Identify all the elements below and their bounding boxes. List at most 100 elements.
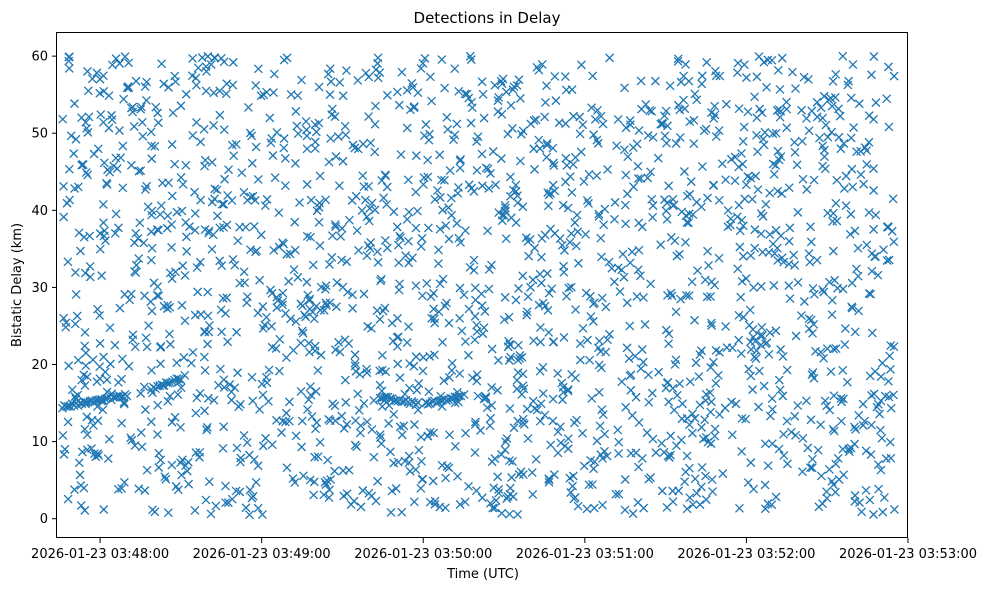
detection-point	[878, 507, 888, 517]
detection-point	[620, 200, 630, 210]
detection-point	[384, 419, 394, 428]
detection-point	[871, 210, 881, 220]
detection-point	[692, 95, 702, 105]
detection-point	[849, 422, 859, 432]
detection-point	[482, 403, 492, 413]
detection-point	[241, 503, 251, 513]
detection-point	[807, 463, 817, 473]
detection-point	[706, 407, 716, 417]
detection-point	[242, 298, 252, 308]
detection-point	[779, 257, 789, 267]
detection-point	[636, 76, 646, 86]
detection-point	[115, 126, 124, 135]
detection-point	[838, 394, 848, 404]
detection-point	[395, 231, 405, 241]
x-tick-label: 2026-01-23 03:50:00	[354, 547, 492, 562]
detection-point	[851, 264, 861, 274]
detection-point	[834, 475, 844, 484]
detection-point	[331, 222, 341, 232]
detection-point	[744, 364, 754, 374]
detection-point	[405, 466, 415, 476]
detection-point	[449, 135, 458, 145]
detection-point	[695, 500, 705, 510]
detection-point	[784, 183, 794, 193]
detection-point	[251, 142, 261, 152]
detection-point	[646, 279, 656, 289]
detection-point	[764, 247, 774, 257]
detection-point	[858, 399, 868, 409]
detection-point	[430, 194, 440, 204]
detection-point	[455, 283, 465, 293]
detection-point	[675, 249, 684, 259]
detection-point	[313, 366, 323, 375]
detection-point	[430, 496, 440, 506]
detection-point	[315, 437, 325, 447]
detection-point	[239, 430, 249, 440]
detection-point	[691, 358, 701, 368]
detection-point	[193, 287, 203, 297]
detection-point	[681, 467, 691, 477]
detection-point	[464, 93, 474, 103]
detection-point	[706, 292, 716, 302]
detection-point	[621, 123, 631, 133]
detection-point	[409, 497, 419, 507]
detection-point	[274, 208, 284, 218]
detection-point	[88, 355, 98, 365]
detection-point	[548, 158, 558, 168]
detection-point	[702, 292, 712, 302]
detection-point	[117, 483, 127, 493]
detection-point	[563, 434, 573, 444]
detection-point	[743, 478, 753, 488]
detection-point	[358, 171, 368, 181]
detection-point	[496, 154, 506, 164]
detection-point	[685, 493, 695, 503]
detection-point	[514, 470, 524, 479]
detection-point	[350, 350, 360, 360]
x-tick-label: 2026-01-23 03:51:00	[516, 547, 654, 562]
detection-point	[188, 54, 198, 63]
detection-point	[165, 391, 175, 401]
detection-point	[209, 395, 219, 405]
detection-point	[805, 257, 815, 267]
detection-point	[827, 295, 837, 305]
detection-point	[535, 366, 545, 376]
detection-point	[822, 493, 832, 503]
detection-point	[293, 129, 303, 139]
detection-point	[99, 158, 109, 168]
detection-point	[514, 75, 524, 85]
detection-point	[866, 450, 876, 460]
detection-point	[382, 90, 392, 100]
detection-point	[418, 366, 428, 376]
detection-point	[648, 212, 658, 222]
detection-point	[650, 76, 660, 86]
detection-point	[819, 287, 829, 297]
detection-point	[209, 120, 219, 130]
detection-point	[219, 222, 229, 232]
detection-point	[512, 384, 522, 394]
detection-point	[862, 146, 872, 156]
detection-point	[447, 366, 457, 375]
detection-point	[839, 139, 849, 148]
detection-point	[470, 311, 480, 321]
detection-point	[298, 471, 308, 481]
detection-point	[584, 480, 594, 490]
detection-point	[767, 394, 777, 404]
detection-point	[160, 472, 170, 482]
detection-point	[339, 423, 349, 433]
detection-point	[310, 346, 320, 356]
detection-point	[859, 179, 869, 189]
detection-point	[807, 106, 817, 116]
detection-point	[827, 101, 837, 111]
detection-point	[191, 117, 201, 127]
detection-point	[203, 339, 212, 349]
detection-point	[98, 405, 108, 415]
detection-point	[330, 466, 340, 476]
detection-point	[555, 422, 565, 432]
detection-point	[110, 340, 120, 350]
detection-point	[548, 394, 558, 404]
detection-point	[842, 377, 852, 387]
detection-point	[816, 103, 826, 113]
detection-point	[599, 220, 609, 230]
detection-point	[745, 305, 755, 315]
detection-point	[516, 129, 526, 139]
